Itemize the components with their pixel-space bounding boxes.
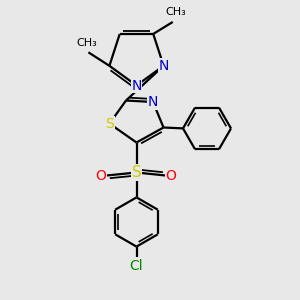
Text: N: N xyxy=(131,79,142,92)
Text: CH₃: CH₃ xyxy=(165,7,186,17)
Text: O: O xyxy=(96,169,106,182)
Text: S: S xyxy=(105,117,114,130)
Text: Cl: Cl xyxy=(130,259,143,272)
Text: O: O xyxy=(166,169,176,182)
Text: N: N xyxy=(158,59,169,73)
Text: S: S xyxy=(132,165,141,180)
Text: N: N xyxy=(148,95,158,109)
Text: CH₃: CH₃ xyxy=(76,38,97,48)
